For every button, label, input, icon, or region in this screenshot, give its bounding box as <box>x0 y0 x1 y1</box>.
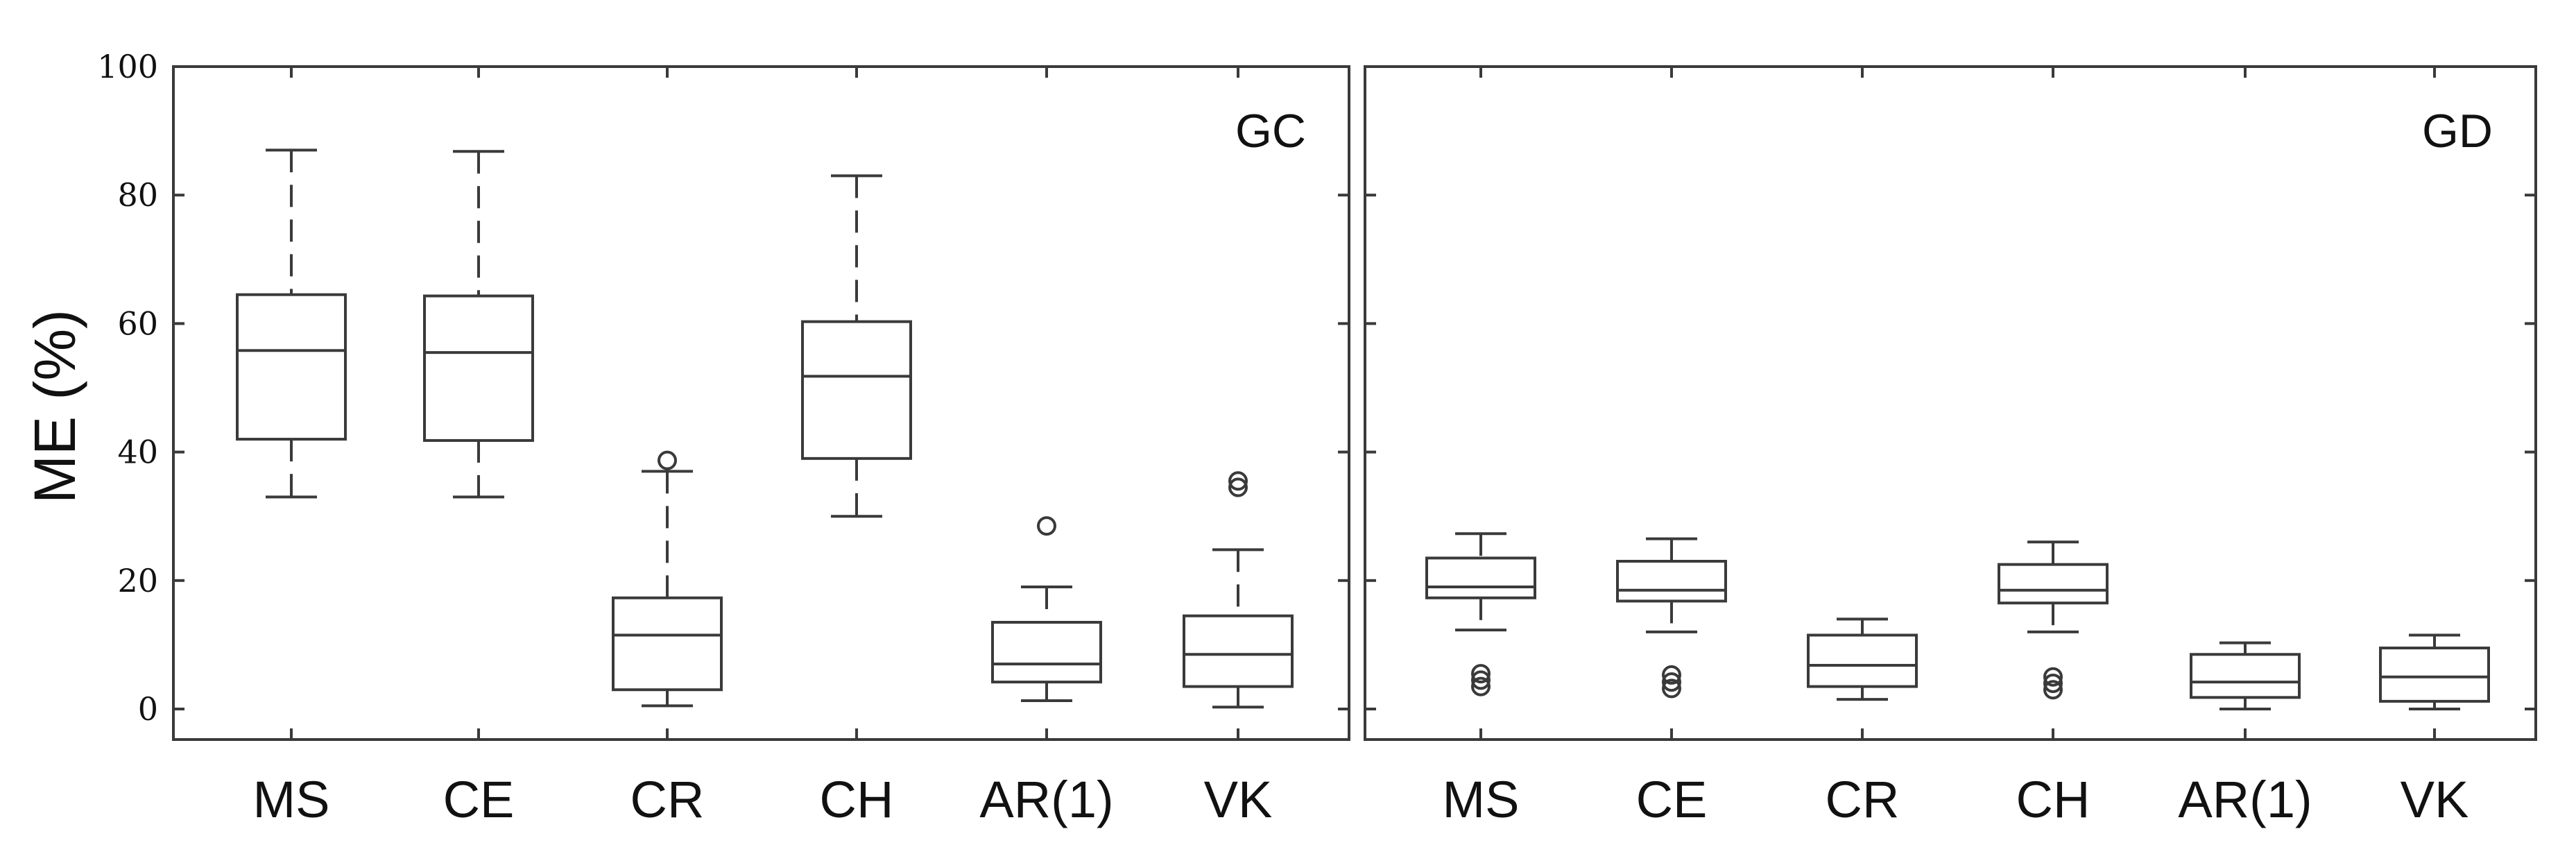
panel-label: GD <box>2422 105 2493 157</box>
iqr-box <box>1616 560 1727 603</box>
panels: GC MS CE CR CH AR(1) VK GD MS CE CR CH AR(1) VK <box>172 65 2537 828</box>
outlier-point <box>1471 670 1491 690</box>
outlier-point <box>1228 471 1248 491</box>
box-ch: CH <box>1998 67 2109 828</box>
x-tick-label: MS <box>253 771 330 828</box>
outlier-point <box>2043 673 2063 693</box>
x-tick-label: VK <box>1204 771 1273 828</box>
outlier-point <box>658 450 677 470</box>
outlier-point <box>1471 676 1491 697</box>
iqr-box <box>1998 563 2109 605</box>
panel-gc: GC MS CE CR CH AR(1) VK <box>172 65 1350 828</box>
x-tick-label: VK <box>2401 771 2469 828</box>
y-tick-label: 60 <box>117 305 158 342</box>
y-axis-label: ME (%) <box>22 309 87 504</box>
x-tick-label: AR(1) <box>979 771 1113 828</box>
box-ce: CE <box>423 67 534 828</box>
x-tick-label: CR <box>1826 771 1900 828</box>
box-cr: CR <box>1807 67 1918 828</box>
iqr-box <box>236 293 347 441</box>
box-vk: VK <box>1183 67 1294 828</box>
outlier-point <box>1662 678 1681 699</box>
iqr-box <box>991 620 1102 684</box>
box-ar1: AR(1) <box>2178 67 2312 828</box>
x-tick-label: AR(1) <box>2178 771 2312 828</box>
outlier-point <box>1662 672 1681 692</box>
x-tick-label: CE <box>1636 771 1708 828</box>
x-tick-label: CH <box>820 771 894 828</box>
iqr-box <box>2379 647 2490 703</box>
y-tick-label: 40 <box>117 434 158 471</box>
iqr-box <box>1807 633 1918 688</box>
x-tick-label: MS <box>1443 771 1520 828</box>
box-vk: VK <box>2379 67 2490 828</box>
iqr-box <box>1425 556 1536 599</box>
box-ms: MS <box>236 67 347 828</box>
iqr-box <box>1183 614 1294 688</box>
box-ce: CE <box>1616 67 1727 828</box>
x-tick-label: CH <box>2016 771 2090 828</box>
y-tick-label: 100 <box>97 48 158 85</box>
x-tick-label: CE <box>443 771 515 828</box>
box-ms: MS <box>1425 67 1536 828</box>
outlier-point <box>1037 516 1056 536</box>
iqr-box <box>612 596 723 692</box>
box-cr: CR <box>612 67 723 828</box>
outlier-point <box>1228 477 1248 497</box>
y-axis-ticks: 0 20 40 60 80 100 <box>97 48 158 728</box>
iqr-box <box>2190 653 2301 699</box>
outlier-point <box>1471 664 1491 684</box>
iqr-box <box>423 294 534 442</box>
box-ch: CH <box>801 67 912 828</box>
y-tick-label: 20 <box>117 562 158 599</box>
panel-gd: GD MS CE CR CH AR(1) VK <box>1364 65 2537 828</box>
plot-frame <box>1364 65 2537 741</box>
box-ar1: AR(1) <box>979 67 1114 828</box>
plot-frame <box>172 65 1350 741</box>
x-tick-label: CR <box>630 771 705 828</box>
iqr-box <box>801 320 912 460</box>
outlier-point <box>1662 665 1681 685</box>
y-tick-label: 0 <box>138 690 158 728</box>
outlier-point <box>2043 680 2063 700</box>
y-tick-label: 80 <box>117 176 158 214</box>
outlier-point <box>2043 667 2063 687</box>
panel-label: GC <box>1235 105 1306 157</box>
